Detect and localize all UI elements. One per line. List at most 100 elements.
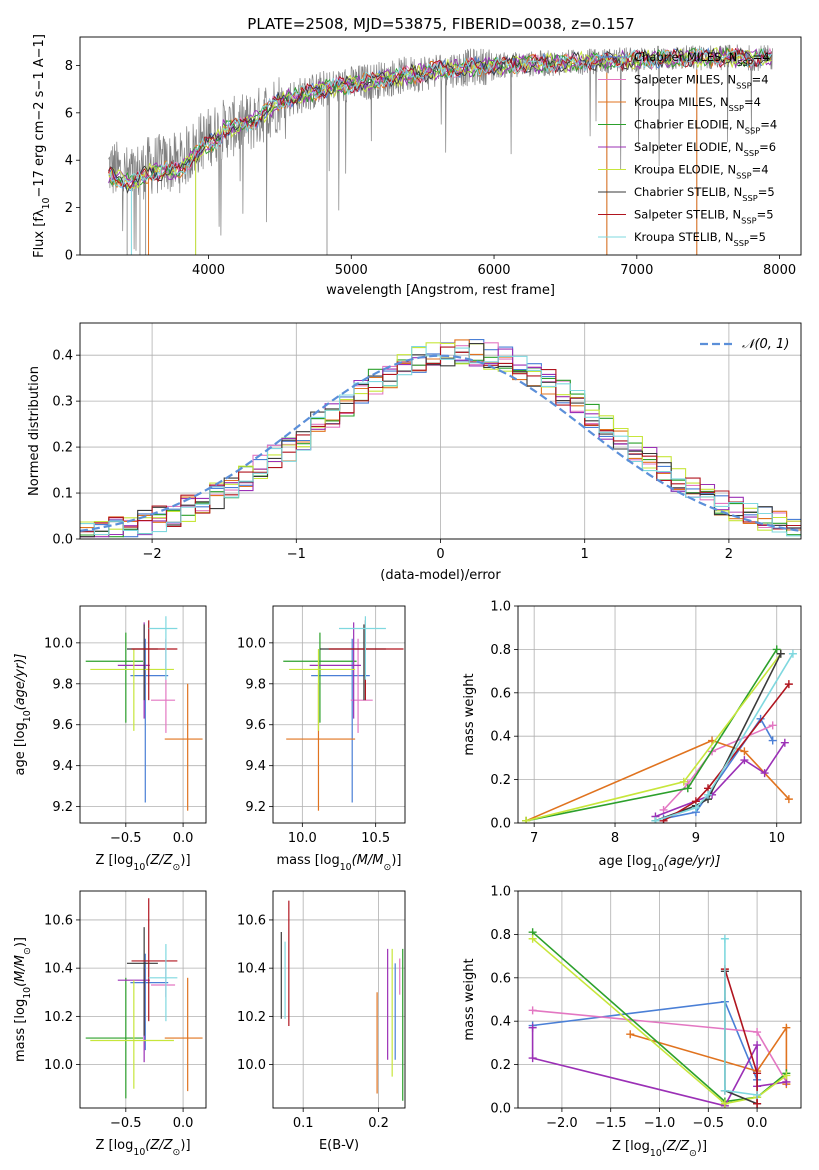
x-axis-label: Z [log10(Z/Z⊙)]	[95, 853, 190, 873]
legend-label-kroupa-elodie-part: Kroupa ELODIE, N	[634, 163, 736, 177]
series-salpeter-stelib	[659, 680, 793, 823]
errorbar-salpeter-elodie	[309, 622, 361, 719]
x-tick-label: −1.0	[644, 1116, 676, 1131]
legend-label-kroupa-stelib-part: SSP	[734, 238, 749, 248]
x-axis-label-part: age [log	[599, 854, 652, 869]
series-marker	[780, 738, 789, 747]
y-tick-label: 0.6	[490, 971, 511, 986]
legend-label-chabrier-elodie: Chabrier ELODIE, NSSP=4	[634, 118, 777, 136]
legend-label-kroupa-miles-part: Kroupa MILES, N	[634, 95, 729, 109]
y-tick-label: 6	[65, 106, 73, 121]
x-axis-label-part: (age/yr)]	[664, 854, 721, 869]
y-tick-label: 10.0	[237, 636, 266, 651]
series-line	[531, 1027, 787, 1107]
series-marker	[768, 736, 777, 745]
errorbar-kroupa-elodie	[90, 648, 174, 731]
series-marker	[740, 747, 749, 756]
y-tick-label: 9.8	[52, 677, 73, 692]
legend-label-salpeter-stelib-part: SSP	[741, 216, 756, 226]
legend-label-kroupa-miles-part: SSP	[729, 103, 744, 113]
x-tick-label: 10	[768, 831, 785, 846]
y-tick-label: 10.4	[237, 962, 266, 977]
x-tick-label: 1	[581, 547, 589, 562]
y-tick-label: 0.2	[490, 1058, 511, 1073]
errorbar-chabrier-stelib	[126, 927, 158, 1036]
legend-label-salpeter-stelib: Salpeter STELIB, NSSP=5	[634, 208, 774, 226]
y-axis-label-part: −2	[32, 101, 47, 120]
legend-label-salpeter-elodie: Salpeter ELODIE, NSSP=6	[634, 140, 776, 158]
y-tick-label: 4	[65, 154, 73, 169]
series-marker	[740, 756, 749, 765]
y-tick-label: 0.2	[52, 441, 73, 456]
series-marker	[528, 1054, 537, 1063]
panel-e-b-v-vs-mass: 0.1 0.2 10.0 10.2 10.4 10.6 E(B-V)	[237, 890, 406, 1153]
y-tick-label: 0.2	[490, 773, 511, 788]
legend-label-chabrier-miles-part: =4	[753, 50, 770, 64]
x-axis-label-part: ⊙	[173, 1147, 181, 1158]
errorbar-chabrier-stelib	[126, 624, 158, 701]
legend-label-chabrier-stelib-part: SSP	[742, 193, 757, 203]
y-axis-label-part: erg cm	[32, 121, 47, 170]
axes-frame	[517, 890, 802, 1109]
y-axis-label-part: A	[32, 58, 47, 71]
model-line-chabrier-stelib	[108, 47, 772, 195]
y-tick-label: 8	[65, 59, 73, 74]
plot-area	[283, 616, 404, 811]
series-kroupa-elodie	[528, 934, 791, 1108]
panel-residuals: −2 −1 0 1 2 0.0 0.1 0.2 0.3 0.4 (data-model)/error…	[27, 322, 802, 583]
x-axis-label-part: Z [log	[95, 853, 133, 868]
x-tick-label: −0.5	[110, 1116, 142, 1131]
y-tick-label: 0	[65, 249, 73, 264]
y-tick-label: 0.0	[490, 817, 511, 832]
y-tick-label: 10.0	[44, 1058, 73, 1073]
series-marker	[691, 803, 700, 812]
legend-label-salpeter-elodie-part: SSP	[744, 148, 759, 158]
series-kroupa-stelib	[720, 934, 762, 1099]
legend-label-chabrier-stelib: Chabrier STELIB, NSSP=5	[634, 185, 775, 203]
x-axis-label-part: (M/M	[352, 853, 384, 868]
x-tick-label: 10.0	[288, 831, 317, 846]
figure-title: PLATE=2508, MJD=53875, FIBERID=0038, z=0…	[247, 15, 634, 33]
series-marker	[753, 1099, 762, 1108]
axes-frame	[517, 605, 802, 824]
y-tick-label: 1.0	[490, 885, 511, 900]
axes-frame	[79, 322, 802, 540]
legend-label-salpeter-elodie-part: Salpeter ELODIE, N	[634, 140, 744, 154]
y-tick-label: 10.0	[44, 636, 73, 651]
plot-area	[528, 928, 791, 1108]
y-axis-label-part: )]	[13, 937, 28, 947]
x-tick-label: 0.0	[173, 831, 194, 846]
legend-label-normal: 𝒩(0, 1)	[742, 337, 789, 352]
x-axis-label-part: 10	[133, 862, 145, 873]
panel-spectrum: 4000 5000 6000 7000 8000 0 2 4 6 8 wavelength [Ang…	[32, 34, 802, 298]
legend-label-kroupa-miles-part: =4	[744, 95, 761, 109]
y-tick-label: 0.8	[490, 928, 511, 943]
x-axis-label-part: 10	[133, 1147, 145, 1158]
y-tick-label: 10.4	[44, 962, 73, 977]
y-tick-label: 2	[65, 201, 73, 216]
series-marker	[753, 1028, 762, 1037]
y-axis-label: Normed distribution	[27, 366, 42, 496]
panel-z-vs-mass: −0.5 0.010.010.210.410.6Z [log10(Z/Z⊙)]ma…	[13, 890, 207, 1158]
y-axis-label-part: −17	[32, 170, 47, 197]
legend-label-salpeter-miles-part: =4	[752, 73, 769, 87]
y-axis-label: mass weight	[462, 673, 477, 755]
y-tick-label: 9.2	[52, 800, 73, 815]
errorbar-kroupa-elodie	[289, 648, 356, 731]
series-marker	[753, 1069, 762, 1078]
y-axis-label: mass [log10(M/M⊙)]	[13, 937, 33, 1062]
legend-label-kroupa-stelib-part: =5	[749, 230, 766, 244]
x-axis-label-part: )]	[391, 853, 401, 868]
legend-label-salpeter-miles-part: SSP	[736, 81, 751, 91]
x-axis-label-part: Z [log	[612, 1139, 650, 1154]
y-tick-label: 0.4	[52, 349, 73, 364]
y-tick-label: 10.2	[237, 1010, 266, 1025]
x-axis-label-part: 10	[652, 863, 664, 874]
y-tick-label: 9.8	[245, 677, 266, 692]
axes-frame	[79, 36, 802, 256]
errorbar-chabrier-elodie	[283, 632, 357, 723]
series-marker	[720, 1086, 729, 1095]
y-tick-label: 0.3	[52, 395, 73, 410]
y-axis-label-part: 10	[22, 987, 33, 999]
